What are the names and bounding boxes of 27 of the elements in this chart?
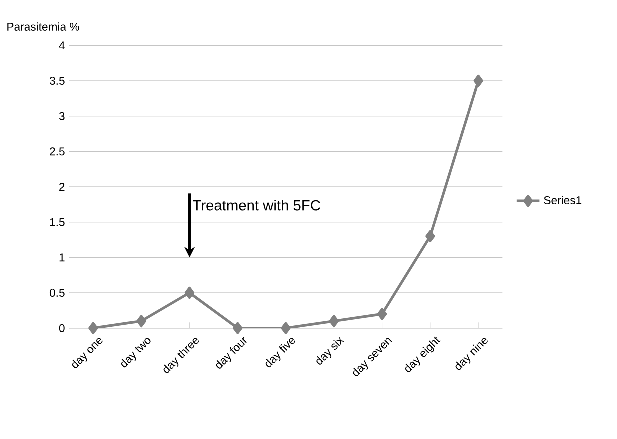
x-tick-label: day two	[121, 338, 151, 368]
x-tick-label: day one	[72, 338, 103, 368]
y-axis-title: Parasitemia %	[8, 22, 80, 31]
y-tick-label: 2.5	[50, 148, 65, 156]
y-tick-label: 0.5	[50, 288, 65, 298]
y-tick-label: 4	[59, 42, 65, 50]
point	[233, 322, 243, 334]
y-tick-label: 2	[60, 183, 65, 191]
y-tick-label: 3.5	[50, 76, 65, 86]
point	[281, 322, 291, 334]
point	[136, 315, 146, 328]
legend-label: Series1	[544, 196, 582, 204]
y-tick-label: 0	[59, 324, 65, 332]
point	[329, 315, 339, 328]
point	[377, 308, 388, 320]
x-tick-label: day nine	[456, 338, 488, 370]
y-tick-label: 1	[60, 254, 65, 262]
x-tick-label: day five	[266, 338, 296, 368]
y-tick-label: 1.5	[50, 218, 65, 226]
point	[474, 74, 484, 87]
point	[88, 322, 98, 334]
x-tick-label: day six	[316, 337, 345, 365]
point	[184, 286, 195, 299]
point	[426, 230, 436, 242]
y-tick-label: 3	[59, 112, 65, 120]
x-tick-label: day four	[216, 337, 247, 369]
annotation: Treatment with 5FC	[193, 200, 320, 211]
